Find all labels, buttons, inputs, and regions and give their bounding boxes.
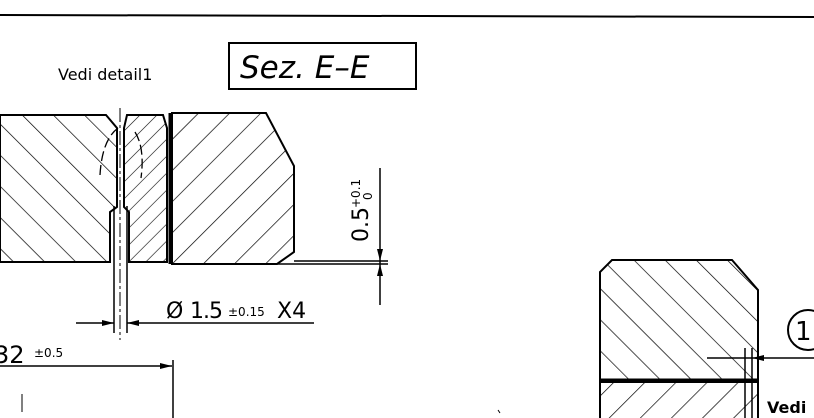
svg-text:±0.5: ±0.5	[34, 346, 63, 360]
left-section-part	[0, 112, 388, 265]
item-balloon: 1	[787, 309, 814, 351]
vertical-dimension: 0.5 +0.1 0	[349, 168, 383, 305]
frame-top-line	[0, 14, 814, 18]
svg-text:1: 1	[795, 317, 812, 347]
section-title-box: Sez. E–E	[228, 42, 417, 90]
hole-dimension-label: Ø 1.5 ±0.15 X4	[166, 299, 306, 324]
reference-note-right: Vedi	[767, 398, 806, 417]
svg-text:0.5: 0.5	[349, 207, 374, 242]
partial-dimension: 32 ±0.5	[0, 341, 174, 418]
svg-text:1.5: 1.5	[190, 299, 222, 324]
hole-extension-lines	[76, 108, 314, 340]
svg-text:+0.1: +0.1	[349, 179, 363, 208]
section-title: Sez. E–E	[240, 50, 370, 86]
reference-note-left: Vedi detail1	[58, 65, 152, 84]
svg-text:X4: X4	[277, 299, 306, 324]
right-section-part	[599, 259, 814, 418]
svg-text:32: 32	[0, 341, 25, 369]
svg-text:±0.15: ±0.15	[228, 305, 265, 319]
svg-text:0: 0	[361, 192, 375, 200]
svg-text:Ø: Ø	[166, 299, 183, 324]
